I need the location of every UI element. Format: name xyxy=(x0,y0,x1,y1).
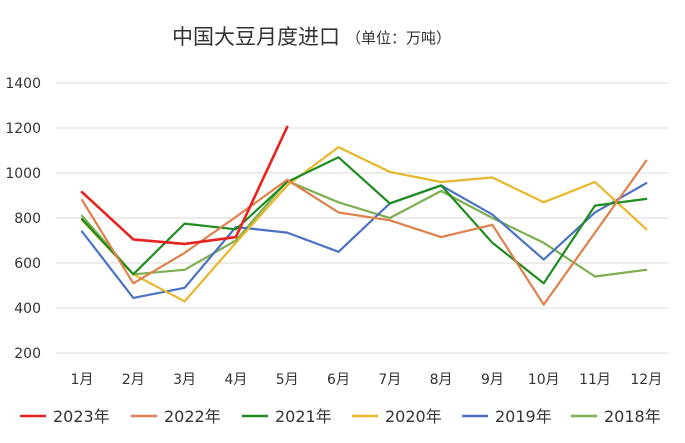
x-tick-label: 7月 xyxy=(378,372,401,388)
series-line xyxy=(80,179,648,278)
legend-label: 2019年 xyxy=(495,407,552,426)
legend-label: 2022年 xyxy=(164,407,221,426)
y-tick-label: 200 xyxy=(14,346,41,362)
chart-title-text: 中国大豆月度进口 xyxy=(172,25,340,49)
legend-label: 2018年 xyxy=(604,407,661,426)
y-axis-ticks: 200 400 600 800 1000 1200 1400 xyxy=(5,76,41,362)
y-tick-label: 1200 xyxy=(5,121,41,137)
legend-label: 2023年 xyxy=(53,407,110,426)
legend: 2023年 2022年 2021年 2020年 2019年 2018年 xyxy=(20,407,661,426)
x-tick-label: 11月 xyxy=(579,372,611,388)
grid-lines xyxy=(56,82,668,354)
chart-title: 中国大豆月度进口 （单位：万吨） xyxy=(172,25,451,49)
series-line xyxy=(80,156,648,285)
y-tick-label: 1400 xyxy=(5,76,41,92)
x-tick-label: 1月 xyxy=(71,372,94,388)
y-tick-label: 600 xyxy=(14,256,41,272)
x-tick-label: 9月 xyxy=(481,372,504,388)
x-axis: 1月 2月 3月 4月 5月 6月 7月 8月 9月 10月 11月 12月 xyxy=(71,372,663,388)
x-tick-label: 6月 xyxy=(327,372,350,388)
series-line xyxy=(80,146,648,303)
series-line xyxy=(80,125,289,246)
x-tick-label: 8月 xyxy=(430,372,453,388)
x-tick-label: 4月 xyxy=(224,372,247,388)
y-tick-label: 800 xyxy=(14,211,41,227)
series-line xyxy=(80,182,648,299)
series-lines xyxy=(80,125,648,306)
y-tick-label: 1000 xyxy=(5,166,41,182)
series-line xyxy=(80,159,648,306)
x-tick-label: 3月 xyxy=(173,372,196,388)
x-tick-label: 10月 xyxy=(528,372,560,388)
y-tick-label: 400 xyxy=(14,301,41,317)
legend-label: 2021年 xyxy=(275,407,332,426)
legend-label: 2020年 xyxy=(385,407,442,426)
x-tick-label: 2月 xyxy=(122,372,145,388)
chart-unit-text: （单位：万吨） xyxy=(346,29,451,47)
x-tick-label: 5月 xyxy=(276,372,299,388)
x-tick-label: 12月 xyxy=(630,372,662,388)
